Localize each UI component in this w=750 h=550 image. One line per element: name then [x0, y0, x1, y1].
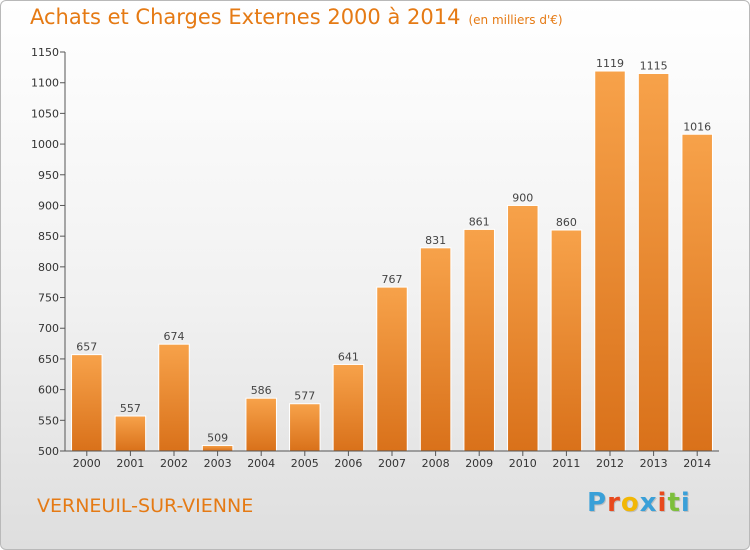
- bar-2014: [681, 133, 713, 452]
- x-tick-label-2003: 2003: [204, 457, 232, 470]
- y-tick-label: 1000: [31, 138, 59, 151]
- x-tick-label-2004: 2004: [247, 457, 275, 470]
- y-tick-label: 500: [38, 445, 59, 458]
- data-label-2007: 767: [382, 273, 403, 286]
- city-name: VERNEUIL-SUR-VIENNE: [37, 495, 254, 517]
- data-label-2000: 657: [76, 341, 97, 354]
- bar-2000: [71, 354, 103, 452]
- y-axis: 500 550 600 650 700 750 800 850 900 950 1000 1050 11…: [31, 46, 66, 458]
- data-label-2008: 831: [425, 234, 446, 247]
- x-tick-label-2010: 2010: [509, 457, 537, 470]
- x-tick-label-2012: 2012: [596, 457, 624, 470]
- y-tick-label: 600: [38, 384, 59, 397]
- data-label-2010: 900: [512, 191, 533, 204]
- y-tick-label: 700: [38, 322, 59, 335]
- x-tick-label-2005: 2005: [291, 457, 319, 470]
- bar-2005: [289, 403, 321, 452]
- data-label-2012: 1119: [596, 57, 624, 70]
- bar-2011: [550, 229, 583, 452]
- data-label-2006: 641: [338, 350, 359, 363]
- bar-2001: [114, 415, 147, 452]
- logo-letter: r: [607, 488, 621, 518]
- y-tick-label: 850: [38, 230, 59, 243]
- data-label-2005: 577: [294, 390, 315, 403]
- data-label-2004: 586: [251, 384, 272, 397]
- logo-letter: i: [657, 488, 668, 518]
- bar-2013: [637, 72, 670, 452]
- bar-2010: [507, 204, 539, 452]
- x-tick-label-2011: 2011: [552, 457, 580, 470]
- proxiti-logo: Proxiti: [587, 488, 691, 518]
- bar-2004: [245, 397, 277, 452]
- x-tick-label-2013: 2013: [640, 457, 668, 470]
- chart-title: Achats et Charges Externes 2000 à 2014: [30, 5, 461, 29]
- data-label-2014: 1016: [683, 120, 711, 133]
- x-axis: 2000 2001 2002 2003 2004 2005 2006 2007 2008 2009…: [65, 450, 719, 470]
- logo-letter: x: [639, 488, 658, 518]
- data-label-2011: 860: [556, 216, 577, 229]
- y-tick-label: 800: [38, 261, 59, 274]
- y-tick-label: 750: [38, 292, 59, 305]
- bar-2012: [594, 70, 626, 452]
- x-tick-label-2001: 2001: [116, 457, 144, 470]
- y-tick-label: 900: [38, 199, 59, 212]
- data-label-2002: 674: [164, 330, 185, 343]
- x-tick-label-2007: 2007: [378, 457, 406, 470]
- y-tick-label: 1100: [31, 77, 59, 90]
- bar-2003: [201, 444, 234, 452]
- y-tick-label: 1150: [31, 46, 59, 59]
- y-tick-label: 950: [38, 169, 59, 182]
- x-tick-label-2002: 2002: [160, 457, 188, 470]
- x-tick-label-2009: 2009: [465, 457, 493, 470]
- logo-letter: o: [620, 488, 640, 518]
- bar-2006: [332, 363, 365, 452]
- x-tick-label-2008: 2008: [422, 457, 450, 470]
- y-tick-label: 1050: [31, 107, 59, 120]
- chart-unit: (en milliers d'€): [468, 13, 563, 27]
- bar-2009: [463, 228, 495, 452]
- y-tick-label: 550: [38, 414, 59, 427]
- data-label-2003: 509: [207, 431, 228, 444]
- chart-title-block: Achats et Charges Externes 2000 à 2014 (e…: [30, 5, 563, 29]
- data-label-2009: 861: [469, 215, 490, 228]
- logo-letter: t: [667, 488, 681, 518]
- bars-group: 657 557 674 509 586 577 641 767 831 861 900 860 1119…: [71, 57, 713, 452]
- data-label-2013: 1115: [640, 59, 668, 72]
- data-label-2001: 557: [120, 402, 141, 415]
- bar-2007: [376, 286, 408, 452]
- bar-2008: [419, 247, 452, 452]
- x-tick-label-2014: 2014: [683, 457, 711, 470]
- logo-letter: P: [587, 488, 608, 518]
- x-tick-label-2006: 2006: [334, 457, 362, 470]
- logo-letter: i: [680, 488, 691, 518]
- y-tick-label: 650: [38, 353, 59, 366]
- x-tick-label-2000: 2000: [73, 457, 101, 470]
- bar-2002: [158, 343, 190, 452]
